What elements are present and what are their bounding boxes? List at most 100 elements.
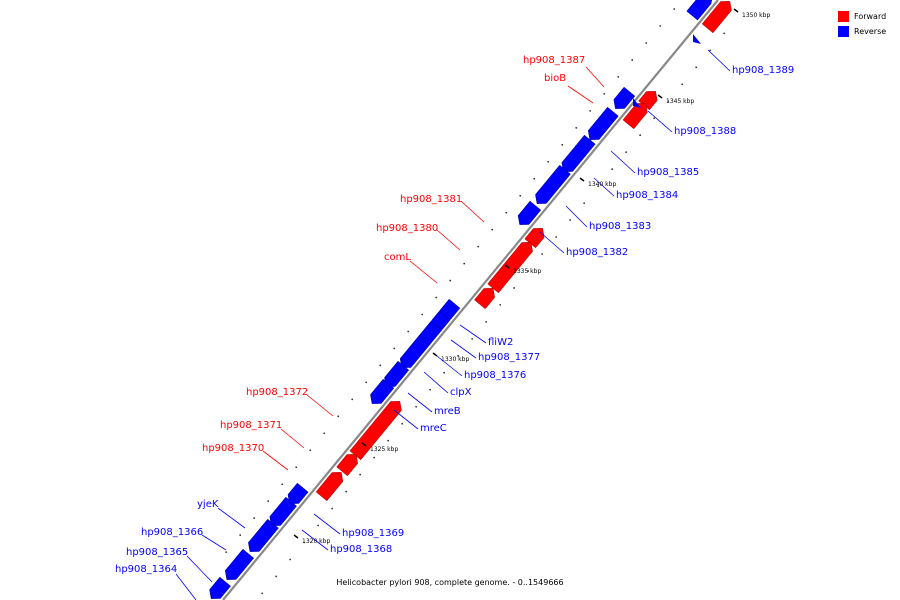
dot-mark	[625, 151, 628, 154]
forward-gene-21	[487, 242, 533, 294]
dot-mark	[541, 253, 544, 255]
gene-label-mrec: mreC	[420, 423, 447, 434]
legend-label-forward: Forward	[854, 12, 887, 21]
dot-mark	[631, 59, 634, 61]
leader-line	[450, 339, 477, 359]
gene-label-hp908_1384: hp908_1384	[616, 190, 678, 201]
dot-mark	[457, 354, 460, 357]
reverse-gene-14	[248, 518, 279, 552]
legend: Forward Reverse	[838, 9, 886, 39]
leader-line	[313, 513, 341, 535]
reverse-swatch	[838, 26, 849, 37]
dot-mark	[379, 364, 382, 367]
gene-label-hp908_1369: hp908_1369	[342, 528, 404, 539]
dot-mark	[513, 287, 516, 289]
tick-label: 1325 kbp	[370, 446, 398, 453]
leader-line	[593, 177, 615, 197]
forward-gene-19	[622, 103, 648, 130]
gene-label-hp908_1387: hp908_1387	[523, 55, 585, 66]
gene-label-hp908_1371: hp908_1371	[220, 420, 282, 431]
leader-line	[647, 110, 673, 133]
leader-line	[565, 205, 588, 228]
dot-mark	[239, 534, 242, 537]
dot-mark	[373, 456, 376, 459]
tick-mark-1	[657, 94, 663, 99]
dot-mark	[359, 473, 362, 476]
leader-line	[460, 200, 485, 223]
tick-mark-4	[432, 352, 438, 357]
reverse-gene-11	[370, 378, 395, 404]
dot-mark	[603, 93, 606, 95]
reverse-gene-3	[561, 134, 596, 172]
dot-mark	[463, 262, 466, 265]
dot-mark	[709, 49, 712, 52]
forward-gene-18	[638, 91, 658, 111]
dot-mark	[533, 177, 536, 180]
leader-line	[301, 529, 329, 551]
backbone-line	[222, 0, 719, 600]
dot-mark	[555, 236, 558, 238]
dot-mark	[443, 371, 446, 374]
tick-mark-2	[579, 177, 585, 182]
dot-mark	[253, 517, 256, 520]
leader-line	[175, 573, 197, 600]
tick-mark-3	[504, 264, 510, 269]
tick-label: 1345 kbp	[666, 98, 694, 105]
dot-mark	[499, 304, 502, 306]
gene-label-hp908_1382: hp908_1382	[566, 247, 628, 258]
reverse-gene-5	[517, 200, 542, 225]
forward-gene-25	[315, 472, 344, 502]
tick-label: 1320 kbp	[302, 538, 330, 545]
dot-mark	[561, 143, 564, 146]
dot-mark	[723, 32, 726, 35]
tick-mark-6	[293, 534, 299, 539]
gene-label-yjek: yjeK	[197, 499, 219, 510]
dot-mark	[477, 245, 480, 248]
leader-line	[436, 229, 461, 251]
leader-line	[436, 355, 463, 377]
tick-label: 1335 kbp	[513, 268, 541, 275]
dot-mark	[471, 337, 474, 340]
dot-mark	[527, 270, 530, 272]
gene-label-hp908_1370: hp908_1370	[202, 443, 264, 454]
reverse-gene-9	[399, 334, 431, 368]
dot-mark	[281, 483, 284, 486]
dot-mark	[387, 439, 390, 442]
leader-line	[610, 150, 636, 174]
gene-label-hp908_1365: hp908_1365	[126, 547, 188, 558]
leader-line	[186, 555, 213, 583]
dot-mark	[429, 388, 432, 391]
forward-gene-23	[349, 401, 402, 461]
dot-mark	[351, 398, 354, 401]
legend-label-reverse: Reverse	[854, 27, 887, 36]
dot-mark	[225, 551, 228, 553]
dot-mark	[589, 109, 592, 112]
dot-mark	[323, 432, 326, 435]
dot-mark	[645, 42, 648, 44]
dot-mark	[659, 25, 662, 27]
reverse-gene-0	[686, 0, 713, 21]
reverse-gene-15	[224, 548, 255, 580]
gene-label-hp908_1383: hp908_1383	[589, 221, 651, 232]
dot-mark	[309, 449, 312, 452]
leader-line	[459, 324, 487, 344]
forward-swatch	[838, 11, 849, 22]
gene-label-fliw2: fliW2	[488, 337, 513, 348]
leader-line	[217, 507, 246, 529]
dot-mark	[575, 126, 578, 129]
dot-mark	[275, 575, 278, 578]
reverse-mark-1	[633, 98, 641, 108]
dot-mark	[331, 507, 334, 510]
dot-mark	[407, 330, 410, 333]
leader-line	[201, 534, 227, 551]
genome-caption: Helicobacter pylori 908, complete genome…	[336, 578, 564, 587]
tick-mark-5	[361, 442, 367, 447]
dot-mark	[695, 66, 698, 69]
dot-mark	[393, 347, 396, 350]
leader-line	[409, 260, 438, 284]
tick-label: 1330 kbp	[441, 356, 469, 363]
dot-mark	[547, 160, 550, 163]
reverse-gene-1	[613, 86, 636, 109]
legend-item-forward: Forward	[838, 9, 886, 24]
